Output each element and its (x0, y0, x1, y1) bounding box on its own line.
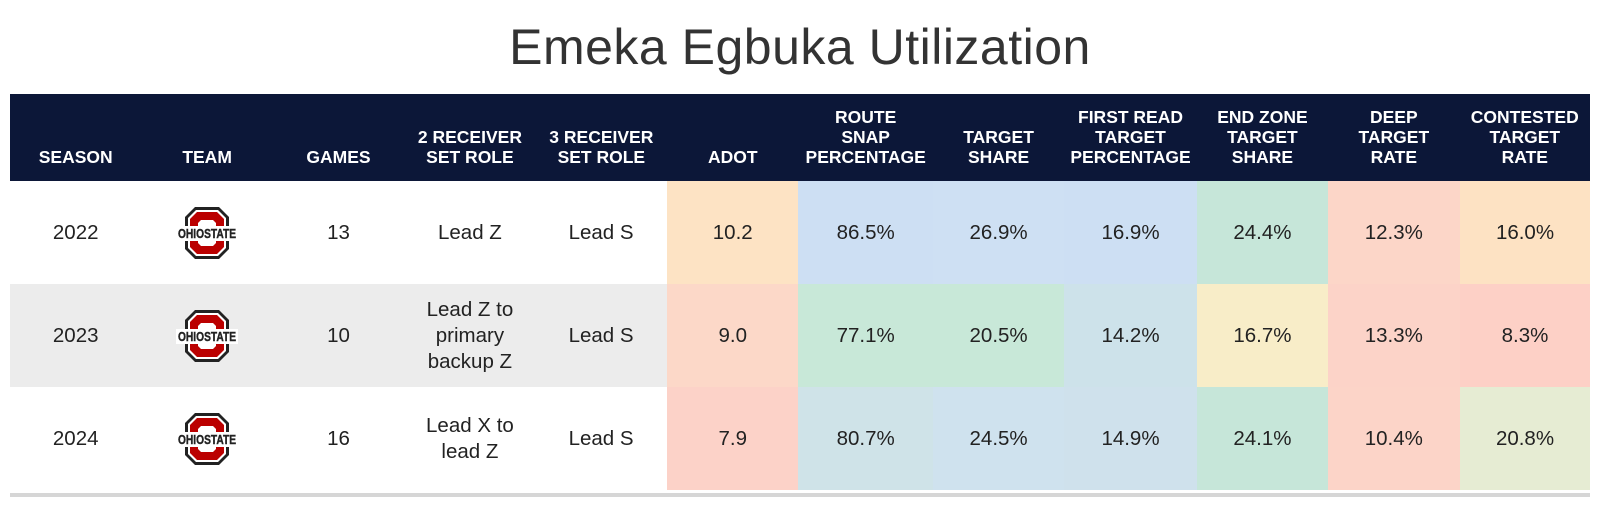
header-role2: 2 RECEIVER SET ROLE (417, 127, 522, 167)
cell-adot: 7.9 (667, 387, 799, 490)
cell-target_share: 20.5% (932, 284, 1065, 387)
cell-target_share: 24.5% (932, 387, 1065, 490)
header-row: SEASON TEAM GAMES 2 RECEIVER SET ROLE 3 RECEI… (10, 94, 1590, 181)
cell-role2: Lead Z to primary backup Z (426, 297, 514, 373)
header-end_zone: END ZONE TARGET SHARE (1217, 107, 1308, 167)
cell-role2: Lead Z (438, 220, 502, 244)
header-season: SEASON (38, 147, 113, 167)
cell-contested: 20.8% (1459, 387, 1590, 490)
cell-team: OHIOSTATE (141, 387, 272, 490)
table-row: 2022 OHIOSTATE 13 Lead Z Lead S 10.2 86.5% 26.9… (10, 181, 1590, 284)
table-body: 2022 OHIOSTATE 13 Lead Z Lead S 10.2 86.5% 26.9… (10, 181, 1590, 490)
cell-contested: 16.0% (1459, 181, 1590, 284)
cell-first_read: 14.2% (1064, 284, 1197, 387)
cell-route_snap: 77.1% (798, 284, 933, 387)
ohio-state-logo-icon: OHIOSTATE (176, 412, 239, 465)
bottom-rule (10, 493, 1590, 497)
cell-first_read: 14.9% (1064, 387, 1197, 490)
header-contested: CONTESTED TARGET RATE (1470, 107, 1579, 167)
cell-role3: Lead S (568, 426, 634, 450)
cell-end_zone: 16.7% (1196, 284, 1329, 387)
cell-season: 2023 (52, 323, 99, 347)
header-role3: 3 RECEIVER SET ROLE (549, 127, 654, 167)
cell-games: 13 (327, 220, 350, 244)
cell-route_snap: 86.5% (798, 181, 933, 284)
cell-games: 10 (327, 323, 350, 347)
header-deep: DEEP TARGET RATE (1358, 107, 1430, 167)
cell-adot: 10.2 (667, 181, 799, 284)
ohio-state-logo-icon: OHIOSTATE (176, 309, 239, 362)
svg-text:OHIOSTATE: OHIOSTATE (178, 329, 236, 344)
cell-end_zone: 24.1% (1196, 387, 1329, 490)
cell-deep: 12.3% (1328, 181, 1460, 284)
ohio-state-logo-icon: OHIOSTATE (176, 206, 239, 259)
cell-team: OHIOSTATE (141, 284, 272, 387)
header-adot: ADOT (707, 147, 758, 167)
header-first_read: FIRST READ TARGET PERCENTAGE (1070, 107, 1191, 167)
cell-adot: 9.0 (667, 284, 799, 387)
chart-title: Emeka Egbuka Utilization (509, 19, 1091, 75)
cell-target_share: 26.9% (932, 181, 1065, 284)
header-target_share: TARGET SHARE (963, 127, 1034, 167)
cell-deep: 10.4% (1328, 387, 1460, 490)
cell-end_zone: 24.4% (1196, 181, 1329, 284)
table-row: 2023 OHIOSTATE 10 Lead Z to primary backup … (10, 284, 1590, 387)
cell-role3: Lead S (568, 323, 634, 347)
cell-team: OHIOSTATE (141, 181, 272, 284)
cell-role3: Lead S (568, 220, 634, 244)
header-games: GAMES (306, 147, 371, 167)
cell-season: 2022 (52, 220, 99, 244)
cell-role2: Lead X to lead Z (426, 413, 514, 463)
header-team: TEAM (182, 147, 232, 167)
cell-contested: 8.3% (1459, 284, 1590, 387)
cell-route_snap: 80.7% (798, 387, 933, 490)
svg-text:OHIOSTATE: OHIOSTATE (178, 226, 236, 241)
header-route_snap: ROUTE SNAP PERCENTAGE (805, 107, 926, 167)
cell-games: 16 (327, 426, 350, 450)
utilization-table: SEASON TEAM GAMES 2 RECEIVER SET ROLE 3 RECEI… (10, 94, 1590, 490)
table-row: 2024 OHIOSTATE 16 Lead X to lead Z Lead S 7.9… (10, 387, 1590, 490)
cell-season: 2024 (52, 426, 99, 450)
svg-text:OHIOSTATE: OHIOSTATE (178, 432, 236, 447)
cell-deep: 13.3% (1328, 284, 1460, 387)
cell-first_read: 16.9% (1064, 181, 1197, 284)
